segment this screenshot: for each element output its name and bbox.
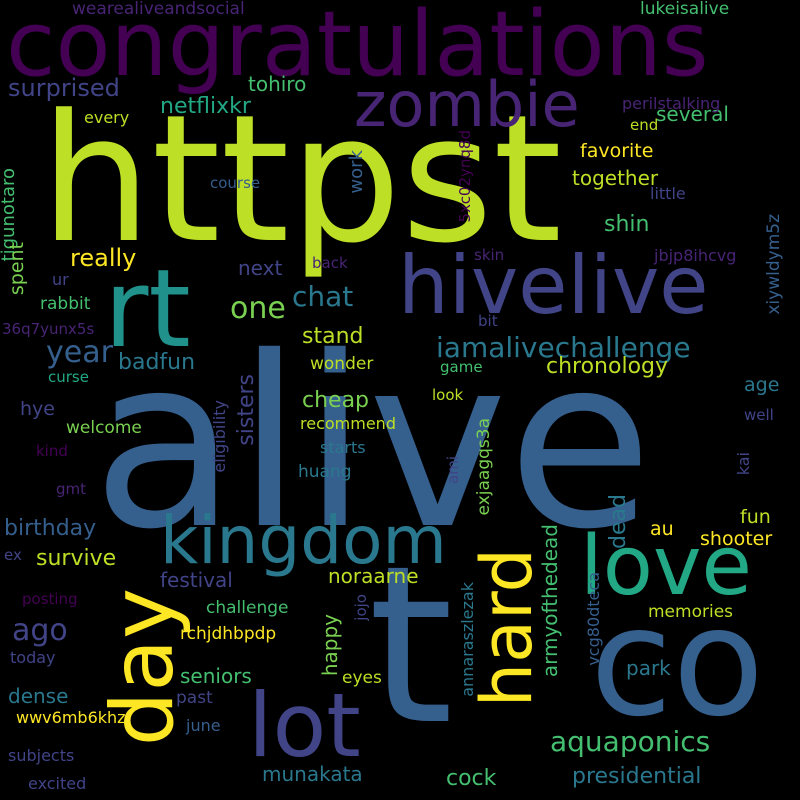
word-challenge: challenge: [206, 598, 289, 618]
word-excited: excited: [28, 774, 87, 793]
word-little: little: [650, 184, 686, 203]
word-ami: ami: [444, 456, 462, 484]
word-wonder: wonder: [310, 354, 374, 374]
word-chronology: chronology: [546, 354, 669, 379]
word-huang: huang: [298, 462, 352, 482]
word-kai: kai: [734, 452, 753, 476]
word-year: year: [46, 335, 113, 370]
word-posting: posting: [22, 590, 78, 608]
word-bit: bit: [478, 312, 498, 330]
word-spent: spent: [6, 242, 28, 296]
word-eligibility: eligibility: [210, 400, 229, 473]
word-kingdom: kingdom: [160, 502, 447, 579]
word-festival: festival: [160, 568, 233, 592]
word-tohiro: tohiro: [248, 72, 307, 96]
word-cheap: cheap: [302, 388, 370, 413]
word-recommend: recommend: [300, 414, 396, 433]
word-survive: survive: [36, 546, 117, 571]
word-exjaagqs3a: exjaagqs3a: [474, 418, 494, 516]
word-wwv6mb6khz: wwv6mb6khz: [16, 708, 126, 727]
word-look: look: [432, 386, 464, 404]
word-memories: memories: [648, 602, 734, 622]
word-lukeisalive: lukeisalive: [640, 0, 730, 19]
word-happy: happy: [318, 614, 342, 677]
word-next: next: [238, 256, 283, 280]
word-rt: rt: [104, 247, 191, 372]
word-cock: cock: [446, 766, 497, 791]
word-jbjp8ihcvg: jbjp8ihcvg: [654, 246, 737, 265]
word-eyes: eyes: [342, 668, 382, 688]
word-rabbit: rabbit: [40, 294, 91, 314]
word-really: really: [70, 244, 137, 272]
word-rchjdhbpdp: rchjdhbpdp: [180, 624, 277, 644]
word-vcg80dteca: vcg80dteca: [584, 572, 603, 666]
word-every: every: [84, 108, 130, 127]
word-seniors: seniors: [180, 664, 252, 688]
word-birthday: birthday: [4, 516, 97, 541]
word-work: work: [346, 150, 367, 194]
word-shin: shin: [604, 212, 650, 237]
word-congratulations: congratulations: [6, 0, 709, 97]
word-hard: hard: [466, 548, 548, 708]
word-curse: curse: [48, 368, 89, 386]
word-shooter: shooter: [700, 528, 773, 550]
word-park: park: [626, 656, 671, 680]
word-back: back: [312, 254, 348, 272]
word-36q7yunx5s: 36q7yunx5s: [2, 320, 95, 338]
word-perilstalking: perilstalking: [622, 94, 721, 113]
word-subjects: subjects: [8, 746, 75, 765]
word-lot: lot: [248, 674, 361, 777]
word-5xc02ynq8d: 5xc02ynq8d: [456, 130, 474, 223]
word-aquaponics: aquaponics: [550, 725, 711, 758]
word-end: end: [630, 116, 659, 134]
word-netflixkr: netflixkr: [160, 94, 251, 119]
word-ago: ago: [12, 613, 68, 648]
word-co: co: [590, 576, 765, 750]
word-today: today: [10, 648, 56, 667]
word-ur: ur: [52, 270, 69, 289]
word-love: love: [580, 519, 752, 614]
word-noraarne: noraarne: [328, 564, 419, 588]
word-httpst: httpst: [40, 77, 562, 282]
word-welcome: welcome: [66, 418, 142, 438]
word-sisters: sisters: [234, 374, 259, 446]
word-starts: starts: [320, 438, 366, 457]
word-presidential: presidential: [572, 764, 702, 789]
word-wearealiveandsocial: wearealiveandsocial: [72, 0, 245, 19]
word-au: au: [650, 518, 674, 540]
word-hye: hye: [20, 398, 55, 420]
word-fun: fun: [740, 506, 771, 528]
word-zombie: zombie: [354, 68, 580, 141]
word-game: game: [440, 358, 483, 376]
word-iamalivechallenge: iamalivechallenge: [436, 331, 691, 364]
word-kind: kind: [36, 442, 68, 460]
word-alive: alive: [92, 306, 653, 581]
word-one: one: [230, 291, 286, 326]
word-skin: skin: [474, 246, 505, 264]
word-annaraszlezak: annaraszlezak: [458, 582, 477, 697]
word-xiywldym5z: xiywldym5z: [764, 214, 784, 315]
word-course: course: [210, 174, 261, 192]
word-together: together: [572, 166, 659, 190]
word-stand: stand: [302, 324, 364, 349]
word-armyofthedead: armyofthedead: [538, 524, 562, 678]
word-several: several: [656, 102, 729, 126]
word-dead: dead: [606, 494, 631, 549]
word-june: june: [186, 716, 221, 735]
word-gmt: gmt: [56, 480, 87, 498]
word-jojo: jojo: [352, 594, 370, 621]
word-chat: chat: [292, 280, 354, 313]
word-age: age: [744, 374, 780, 396]
word-well: well: [744, 406, 774, 424]
word-surprised: surprised: [8, 74, 120, 102]
word-dense: dense: [8, 684, 69, 708]
word-past: past: [176, 688, 213, 708]
word-t: t: [368, 520, 454, 773]
word-munakata: munakata: [262, 762, 363, 786]
word-ex: ex: [4, 546, 22, 564]
word-favorite: favorite: [580, 140, 654, 162]
word-badfun: badfun: [118, 350, 196, 375]
word-hivelive: hivelive: [398, 239, 709, 332]
